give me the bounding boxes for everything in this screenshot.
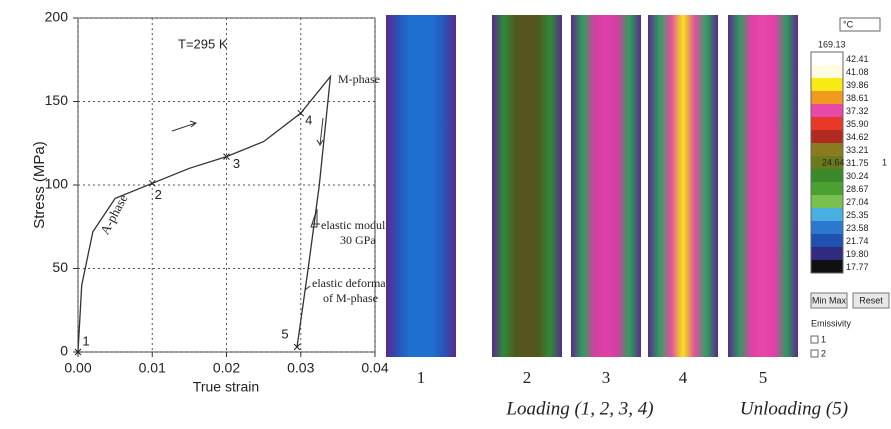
y-tick-label: 150 [45, 92, 69, 108]
level-label: 21.74 [846, 236, 869, 246]
color-swatch [811, 182, 843, 195]
x-tick-label: 0.00 [64, 360, 91, 376]
color-swatch [811, 247, 843, 260]
level-label: 34.62 [846, 132, 869, 142]
point-marker [149, 180, 155, 186]
thermal-image [648, 15, 718, 357]
y-tick-label: 50 [52, 259, 68, 275]
x-tick-label: 0.01 [139, 360, 166, 376]
y-tick-label: 200 [45, 9, 69, 25]
x-axis-label: True strain [193, 379, 259, 395]
level-label: 35.90 [846, 119, 869, 129]
color-swatch [811, 130, 843, 143]
level-label: 19.80 [846, 249, 869, 259]
button-label: Min Max [812, 295, 847, 305]
y-tick-label: 0 [60, 343, 68, 359]
level-label: 42.41 [846, 54, 869, 64]
checkbox-label: 1 [821, 334, 826, 344]
level-label: 39.86 [846, 80, 869, 90]
level-label: 33.21 [846, 145, 869, 155]
color-swatch [811, 221, 843, 234]
image-label: 2 [523, 368, 532, 387]
thermal-image [571, 15, 641, 357]
point-label: 1 [82, 333, 89, 348]
checkbox[interactable] [811, 350, 818, 357]
point-label: 3 [233, 156, 240, 171]
color-swatch [811, 117, 843, 130]
level-label: 28.67 [846, 184, 869, 194]
button-label: Reset [859, 295, 883, 305]
annotation: A-phase [97, 191, 131, 236]
emissivity-label: Emissivity [811, 318, 851, 328]
x-tick-label: 0.03 [287, 360, 314, 376]
color-swatch [811, 91, 843, 104]
max-value: 169.13 [818, 39, 846, 49]
level-label: 25.35 [846, 210, 869, 220]
color-swatch [811, 52, 843, 65]
thermal-image [728, 15, 798, 357]
level-label: 38.61 [846, 93, 869, 103]
annotation: T=295 K [178, 36, 228, 51]
color-swatch [811, 169, 843, 182]
image-label: 5 [759, 368, 768, 387]
checkbox-label: 2 [821, 348, 826, 358]
annotation: of M-phase [323, 291, 378, 305]
caption: Loading (1, 2, 3, 4) [505, 398, 653, 419]
annotation: elastic modulus [321, 218, 396, 232]
level-label: 31.75 [846, 158, 869, 168]
thermal-image [386, 15, 456, 357]
color-swatch [811, 104, 843, 117]
image-label: 4 [679, 368, 688, 387]
level-label: 17.77 [846, 262, 869, 272]
unit: °C [843, 19, 854, 29]
level-label: 23.58 [846, 223, 869, 233]
thermal-image [492, 15, 562, 357]
color-swatch [811, 208, 843, 221]
checkbox[interactable] [811, 336, 818, 343]
level-label: 27.04 [846, 197, 869, 207]
image-label: 3 [602, 368, 611, 387]
annotation: 30 GPa [340, 233, 376, 247]
color-swatch [811, 260, 843, 273]
figure: Stress (MPa) True strain T=295 K A-phase… [0, 0, 891, 424]
x-tick-label: 0.02 [213, 360, 240, 376]
color-swatch [811, 65, 843, 78]
cursor-index: 1 [882, 157, 887, 167]
color-swatch [811, 143, 843, 156]
color-swatch [811, 78, 843, 91]
y-tick-label: 100 [45, 176, 69, 192]
level-label: 41.08 [846, 67, 869, 77]
caption: Unloading (5) [740, 398, 848, 419]
point-marker [298, 110, 304, 116]
point-label: 2 [155, 187, 162, 202]
annotation: M-phase [338, 72, 380, 86]
point-label: 4 [305, 113, 312, 128]
image-label: 1 [417, 368, 426, 387]
x-tick-label: 0.04 [361, 360, 388, 376]
level-label: 30.24 [846, 171, 869, 181]
point-label: 5 [281, 326, 288, 341]
level-label: 37.32 [846, 106, 869, 116]
cursor-value: 24.64 [822, 157, 845, 167]
color-swatch [811, 195, 843, 208]
color-swatch [811, 234, 843, 247]
